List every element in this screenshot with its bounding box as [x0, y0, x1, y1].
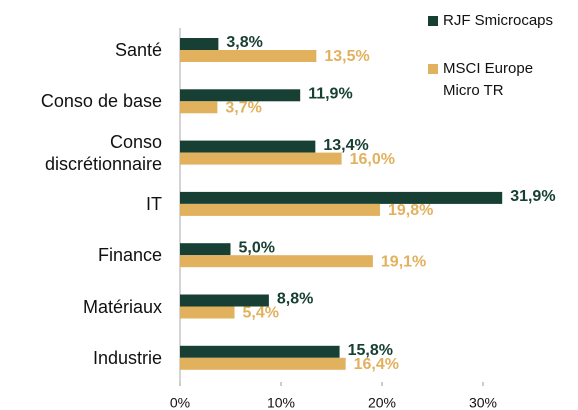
category-label: Finance — [97, 245, 162, 266]
category-label: IT — [146, 193, 162, 214]
bar — [180, 357, 346, 370]
value-label: 19,1% — [381, 253, 426, 270]
bar — [180, 152, 342, 165]
value-label: 15,8% — [348, 342, 393, 359]
bar — [180, 306, 235, 319]
category-label: Conso de base — [40, 91, 162, 112]
legend-label: RJF Smicrocaps — [443, 12, 554, 29]
x-tick-label: 30% — [469, 395, 497, 410]
value-label: 8,8% — [277, 291, 313, 308]
bar — [180, 89, 301, 102]
bar — [180, 191, 503, 204]
legend-label: MSCI Europe Micro TR — [443, 60, 534, 99]
x-tick-label: 20% — [368, 395, 396, 410]
category-label: Santé — [114, 40, 162, 60]
x-tick-label: 10% — [267, 395, 295, 410]
bar — [180, 101, 218, 114]
bar — [180, 243, 231, 256]
value-label: 13,4% — [323, 137, 368, 154]
value-label: 16,4% — [354, 356, 399, 373]
legend-swatch — [428, 64, 438, 74]
category-label: Industrie — [92, 347, 162, 368]
bar — [180, 255, 373, 268]
bar — [180, 294, 269, 307]
x-tick-label: 0% — [170, 395, 190, 410]
value-label: 5,0% — [239, 239, 275, 256]
value-label: 31,9% — [510, 188, 555, 205]
bar — [180, 38, 219, 50]
legend-swatch — [428, 16, 438, 26]
value-label: 19,8% — [388, 202, 433, 219]
bar — [180, 345, 340, 358]
bar — [180, 203, 380, 216]
bar — [180, 50, 317, 62]
category-label: Matériaux — [82, 296, 162, 317]
value-label: 3,8% — [226, 34, 262, 51]
category-label: Conso discrétionnaire — [44, 131, 162, 174]
value-label: 5,4% — [243, 305, 279, 322]
bar — [180, 140, 316, 153]
value-label: 13,5% — [324, 48, 369, 65]
value-label: 3,7% — [225, 100, 261, 117]
value-label: 16,0% — [350, 151, 395, 168]
value-label: 11,9% — [308, 86, 352, 103]
